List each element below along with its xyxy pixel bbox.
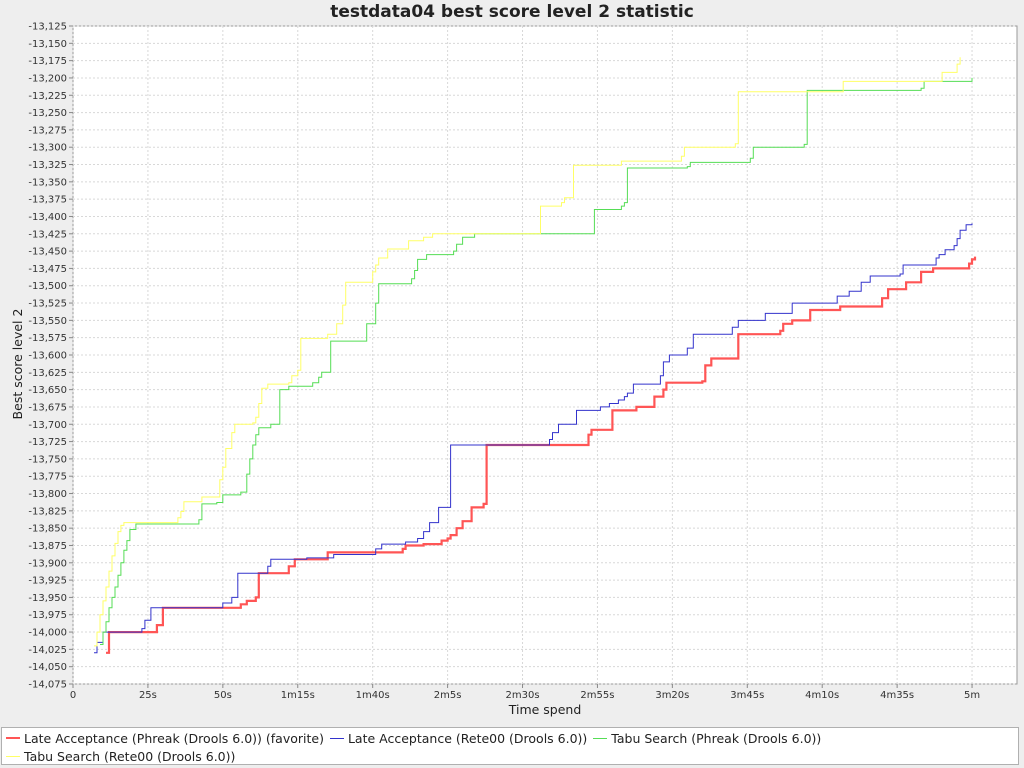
y-tick-label: -14,050	[28, 662, 67, 673]
y-tick-label: -13,375	[28, 195, 67, 206]
y-tick-label: -13,275	[28, 125, 67, 136]
y-tick-label: -13,550	[28, 316, 67, 327]
y-tick-label: -13,975	[28, 610, 67, 621]
legend-label: Tabu Search (Rete00 (Drools 6.0))	[24, 748, 236, 764]
x-tick-label: 3m45s	[730, 690, 764, 701]
y-axis-label: Best score level 2	[10, 309, 25, 420]
x-tick-label: 3m20s	[655, 690, 689, 701]
y-tick-label: -14,000	[28, 628, 67, 639]
legend-label: Late Acceptance (Phreak (Drools 6.0)) (f…	[24, 730, 324, 746]
y-tick-label: -13,600	[28, 351, 67, 362]
legend-label: Tabu Search (Phreak (Drools 6.0))	[611, 730, 822, 746]
series-line-2	[100, 77, 973, 645]
y-tick-label: -13,425	[28, 229, 67, 240]
y-tick-label: -13,725	[28, 437, 67, 448]
series-line-1	[94, 223, 973, 654]
x-tick-label: 2m30s	[506, 690, 540, 701]
x-tick-label: 2m5s	[434, 690, 462, 701]
y-tick-label: -13,400	[28, 212, 67, 223]
y-tick-label: -13,625	[28, 368, 67, 379]
y-tick-label: -13,925	[28, 576, 67, 587]
y-tick-label: -13,475	[28, 264, 67, 275]
axis-layer: -13,125 -13,150 -13,175 -13,200 -13,225 -13,2…	[28, 22, 980, 702]
legend-swatch	[6, 755, 20, 757]
series-line-3	[94, 57, 961, 647]
series-line-0	[106, 256, 977, 654]
legend-item: Tabu Search (Phreak (Drools 6.0))	[593, 729, 821, 747]
y-tick-label: -13,325	[28, 160, 67, 171]
y-tick-label: -13,775	[28, 472, 67, 483]
y-tick-label: -13,950	[28, 593, 67, 604]
y-tick-label: -13,500	[28, 281, 67, 292]
y-tick-label: -13,200	[28, 73, 67, 84]
x-tick-label: 50s	[214, 690, 232, 701]
chart-title: testdata04 best score level 2 statistic	[330, 2, 694, 22]
x-tick-label: 0	[70, 690, 76, 701]
y-tick-label: -13,800	[28, 489, 67, 500]
y-tick-label: -13,525	[28, 299, 67, 310]
y-tick-label: -13,175	[28, 56, 67, 67]
y-tick-label: -13,825	[28, 506, 67, 517]
y-tick-label: -13,575	[28, 333, 67, 344]
y-tick-label: -14,075	[28, 680, 67, 691]
legend-item: Tabu Search (Rete00 (Drools 6.0))	[6, 747, 235, 765]
y-tick-label: -13,675	[28, 402, 67, 413]
y-tick-label: -13,250	[28, 108, 67, 119]
legend-swatch	[6, 737, 20, 739]
y-tick-label: -14,025	[28, 645, 67, 656]
y-tick-label: -13,450	[28, 247, 67, 258]
x-tick-label: 5m	[964, 690, 980, 701]
y-tick-label: -13,150	[28, 39, 67, 50]
x-tick-label: 2m55s	[580, 690, 614, 701]
chart-svg: -13,125 -13,150 -13,175 -13,200 -13,225 -13,2…	[10, 22, 1018, 717]
x-axis-label: Time spend	[508, 702, 582, 717]
legend-item: Late Acceptance (Phreak (Drools 6.0)) (f…	[6, 729, 324, 747]
y-tick-label: -13,125	[28, 22, 67, 33]
legend-swatch	[329, 737, 344, 739]
grid-layer	[72, 25, 1017, 685]
y-tick-label: -13,900	[28, 558, 67, 569]
x-tick-label: 25s	[139, 690, 157, 701]
legend-item: Late Acceptance (Rete00 (Drools 6.0))	[329, 729, 588, 747]
x-tick-label: 4m35s	[880, 690, 914, 701]
series-layer	[94, 57, 977, 654]
x-tick-label: 1m15s	[281, 690, 315, 701]
legend-label: Late Acceptance (Rete00 (Drools 6.0))	[347, 730, 588, 746]
legend-swatch	[593, 737, 608, 739]
x-tick-label: 4m10s	[805, 690, 839, 701]
y-tick-label: -13,700	[28, 420, 67, 431]
y-tick-label: -13,650	[28, 385, 67, 396]
legend: Late Acceptance (Phreak (Drools 6.0)) (f…	[1, 727, 1019, 765]
y-tick-label: -13,225	[28, 91, 67, 102]
y-tick-label: -13,300	[28, 143, 67, 154]
y-tick-label: -13,875	[28, 541, 67, 552]
y-tick-label: -13,850	[28, 524, 67, 535]
y-tick-label: -13,750	[28, 454, 67, 465]
y-tick-label: -13,350	[28, 177, 67, 188]
x-tick-label: 1m40s	[356, 690, 390, 701]
